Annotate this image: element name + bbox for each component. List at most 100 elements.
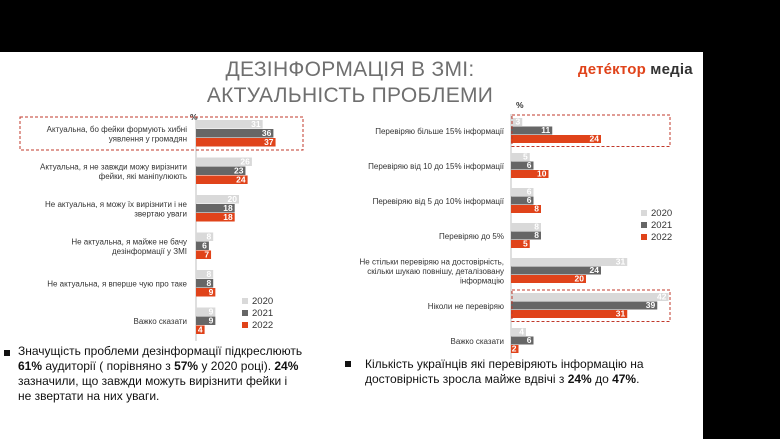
chart2-bar-2020: [511, 293, 669, 301]
chart2-bar-2020: [511, 328, 526, 336]
chart2-data-label: 11: [541, 125, 550, 135]
chart2-data-label: 6: [527, 160, 532, 170]
chart2-bar-2020: [511, 223, 541, 231]
chart2-category-label: Перевіряю від 10 до 15% інформації: [368, 162, 505, 171]
charts-svg: % Актуальна, бо фейки формують хибні уявле…: [19, 100, 672, 359]
chart1-legend-swatch-2020: [242, 298, 248, 304]
chart2-data-label: 42: [657, 292, 667, 302]
chart2-bar-2022: [511, 345, 519, 353]
chart2-data-label: 31: [616, 309, 626, 319]
chart2-category-label: Ніколи не перевіряю: [428, 302, 504, 311]
chart2-data-label: 6: [527, 187, 532, 197]
chart2-data-label: 39: [646, 300, 656, 310]
chart1-category-label: Актуальна, я не завжди можу вирізнити фей…: [40, 162, 187, 181]
chart2-bar-2021: [511, 336, 534, 345]
chart1-legend-label: 2021: [252, 308, 273, 319]
chart1-bar-2020: [196, 157, 252, 166]
chart2-data-label: 8: [534, 222, 539, 232]
chart2-bar-2022: [511, 310, 628, 318]
chart2-data-label: 20: [575, 274, 585, 284]
slide-title-line1: ДЕЗІНФОРМАЦІЯ В ЗМІ:: [225, 58, 475, 81]
chart2-legend-swatch-2022: [641, 234, 647, 240]
chart2-data-label: 4: [519, 327, 524, 337]
chart1-data-label: 24: [236, 175, 246, 185]
chart1-data-label: 26: [240, 157, 250, 167]
chart1-bar-2022: [196, 175, 248, 184]
slide-title-line2: АКТУАЛЬНІСТЬ ПРОБЛЕМИ: [206, 84, 494, 107]
note-left-b2: 57%: [174, 359, 199, 373]
note-right-p2: до: [591, 372, 613, 386]
note-left-p2: аудиторії ( порівняно з: [42, 359, 175, 373]
detector-media-logo: детéктор медіа: [578, 61, 693, 78]
bullet-left: [4, 350, 10, 356]
chart1-data-label: 9: [209, 287, 214, 297]
chart2-data-label: 8: [534, 230, 539, 240]
chart2-bar-2020: [511, 153, 530, 161]
chart1-bar-2020: [196, 195, 239, 204]
chart2-category-label: Перевіряю до 5%: [439, 232, 504, 241]
chart1-data-label: 31: [251, 119, 261, 129]
bullet-right: [345, 361, 351, 367]
chart2-bar-2021: [511, 231, 541, 240]
chart1-bar-2020: [196, 270, 214, 279]
chart1-legend-label: 2020: [252, 296, 273, 307]
chart2-category-label: Перевіряю більше 15% інформації: [375, 127, 505, 136]
chart2-data-label: 6: [527, 335, 532, 345]
chart1-data-label: 4: [198, 325, 203, 335]
chart1-data-label: 9: [209, 307, 214, 317]
chart2-bar-2022: [511, 240, 530, 248]
chart1-category-label: Не актуальна, я вперше чую про таке: [47, 280, 187, 289]
chart1-data-label: 37: [264, 137, 274, 147]
slide: ДЕЗІНФОРМАЦІЯ В ЗМІ: АКТУАЛЬНІСТЬ ПРОБЛЕ…: [0, 52, 703, 439]
chart2-legend-label: 2022: [651, 232, 672, 243]
chart1-data-label: 7: [204, 250, 209, 260]
chart2-bar-2021: [511, 301, 658, 310]
note-left-b1: 61%: [18, 359, 43, 373]
chart1-bar-2020: [196, 307, 216, 316]
chart1-bar-2022: [196, 213, 235, 222]
chart2-bar-2022: [511, 135, 601, 143]
chart1-data-label: 8: [206, 232, 211, 242]
chart1-highlight-box: [19, 116, 304, 151]
chart1-data-label: 8: [206, 278, 211, 288]
chart2-unit-label: %: [516, 100, 524, 110]
chart2-bar-2021: [511, 266, 601, 275]
chart1-bar-2022: [196, 250, 212, 259]
chart2-legend-swatch-2021: [641, 222, 647, 228]
chart2-category-label: Перевіряю від 5 до 10% інформації: [373, 197, 505, 206]
note-left-p3: у 2020 році).: [198, 359, 275, 373]
chart2-data-label: 5: [523, 239, 528, 249]
chart1-data-label: 8: [206, 269, 211, 279]
logo-part2: медіа: [645, 61, 693, 78]
chart2-bar-2021: [511, 126, 553, 135]
chart1-category-label: Важко сказати: [133, 317, 187, 326]
chart2-data-label: 2: [512, 344, 517, 354]
note-right: Кількість українців які перевіряють інфо…: [345, 357, 685, 387]
chart2-bar-2020: [511, 118, 523, 126]
chart2-category-label: Не стільки перевіряю на достовірність, ск…: [360, 257, 505, 285]
chart2-bar-2022: [511, 170, 549, 178]
chart1-data-label: 36: [262, 128, 272, 138]
note-left-b3: 24%: [274, 359, 299, 373]
chart1-bar-2022: [196, 138, 276, 147]
chart1-data-label: 18: [223, 212, 233, 222]
chart1-bar-2021: [196, 129, 274, 138]
logo-part1: детéктор: [578, 61, 646, 78]
chart2-bar-2022: [511, 275, 586, 283]
chart2-data-label: 31: [616, 257, 626, 267]
note-right-p3: .: [636, 372, 640, 386]
chart1-category-label: Актуальна, бо фейки формують хибні уявлен…: [47, 125, 188, 144]
chart1-data-label: 23: [234, 166, 244, 176]
chart1-legend-swatch-2021: [242, 310, 248, 316]
chart2-data-label: 3: [516, 117, 521, 127]
chart1-bar-2021: [196, 241, 209, 250]
note-left: Значущість проблеми дезінформації підкре…: [18, 344, 303, 404]
chart1-data-label: 18: [223, 203, 233, 213]
note-right-b1: 24%: [567, 372, 592, 386]
chart1-legend-label: 2022: [252, 320, 273, 331]
chart1-data-label: 20: [228, 194, 238, 204]
note-left-p4: зазначили, що завжди можуть вирізнити фе…: [18, 374, 288, 403]
chart1-bar-2021: [196, 204, 235, 213]
chart2-bar-2021: [511, 161, 534, 170]
chart1-data-label: 6: [202, 241, 207, 251]
